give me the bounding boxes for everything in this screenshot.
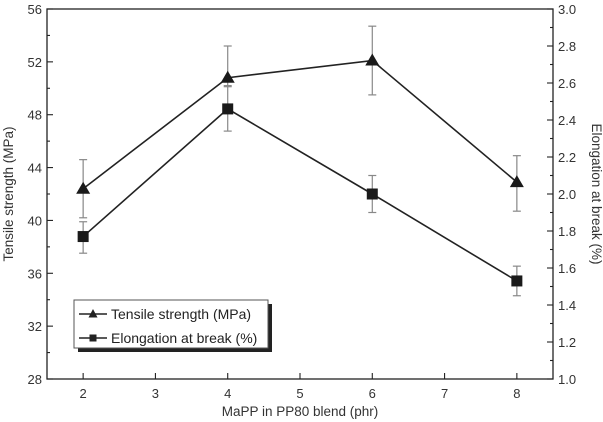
series-lines (82, 59, 518, 282)
legend-item-elongation: Elongation at break (%) (79, 330, 257, 346)
y-tick-label: 52 (28, 55, 42, 70)
y2-tick-label: 2.4 (558, 113, 576, 128)
y2-tick-label: 2.6 (558, 76, 576, 91)
tick-labels: 2 3 4 5 6 7 828323640444852561.01.21.41.61.82.… (28, 2, 577, 401)
series-line-elongation (82, 107, 518, 282)
triangle-marker-icon (220, 70, 235, 83)
y2-tick-label: 2.8 (558, 39, 576, 54)
square-marker-icon (366, 188, 378, 200)
triangle-marker-icon (76, 181, 91, 194)
y-tick-label: 48 (28, 108, 42, 123)
y-tick-label: 44 (28, 161, 42, 176)
y-axis-title-left: Tensile strength (MPa) (1, 126, 16, 261)
y2-tick-label: 1.8 (558, 224, 576, 239)
legend-item-tensile: Tensile strength (MPa) (79, 306, 251, 322)
x-axis-title: MaPP in PP80 blend (phr) (222, 404, 379, 419)
square-marker-icon (89, 334, 97, 342)
y-axis-title-right: Elongation at break (%) (589, 123, 603, 264)
y2-tick-label: 3.0 (558, 2, 576, 17)
square-marker-icon (77, 231, 89, 243)
x-tick-label: 3 (152, 386, 159, 401)
triangle-marker-icon (509, 175, 524, 188)
y-tick-label: 28 (28, 372, 42, 387)
legend-label-tensile: Tensile strength (MPa) (111, 306, 251, 322)
series-line-tensile (82, 59, 518, 190)
y2-tick-label: 2.2 (558, 150, 576, 165)
x-tick-label: 2 (80, 386, 87, 401)
x-tick-label: 4 (224, 386, 231, 401)
error-bars (79, 25, 521, 297)
y2-tick-label: 2.0 (558, 187, 576, 202)
y2-tick-label: 1.4 (558, 298, 576, 313)
triangle-marker-icon (365, 53, 380, 66)
y-tick-label: 56 (28, 2, 42, 17)
legend: Tensile strength (MPa) Elongation at bre… (73, 299, 272, 352)
y2-tick-label: 1.2 (558, 335, 576, 350)
axis-ticks (47, 8, 553, 380)
legend-box (73, 299, 269, 349)
square-marker-icon (222, 103, 234, 115)
y-tick-label: 36 (28, 266, 42, 281)
series-markers (76, 53, 524, 287)
x-tick-label: 6 (369, 386, 376, 401)
x-tick-label: 7 (441, 386, 448, 401)
legend-label-elongation: Elongation at break (%) (111, 330, 257, 346)
triangle-marker-icon (88, 309, 98, 318)
y-tick-label: 40 (28, 213, 42, 228)
square-marker-icon (511, 275, 523, 287)
y2-tick-label: 1.0 (558, 372, 576, 387)
x-tick-label: 5 (296, 386, 303, 401)
y-tick-label: 32 (28, 319, 42, 334)
x-tick-label: 8 (513, 386, 520, 401)
y2-tick-label: 1.6 (558, 261, 576, 276)
